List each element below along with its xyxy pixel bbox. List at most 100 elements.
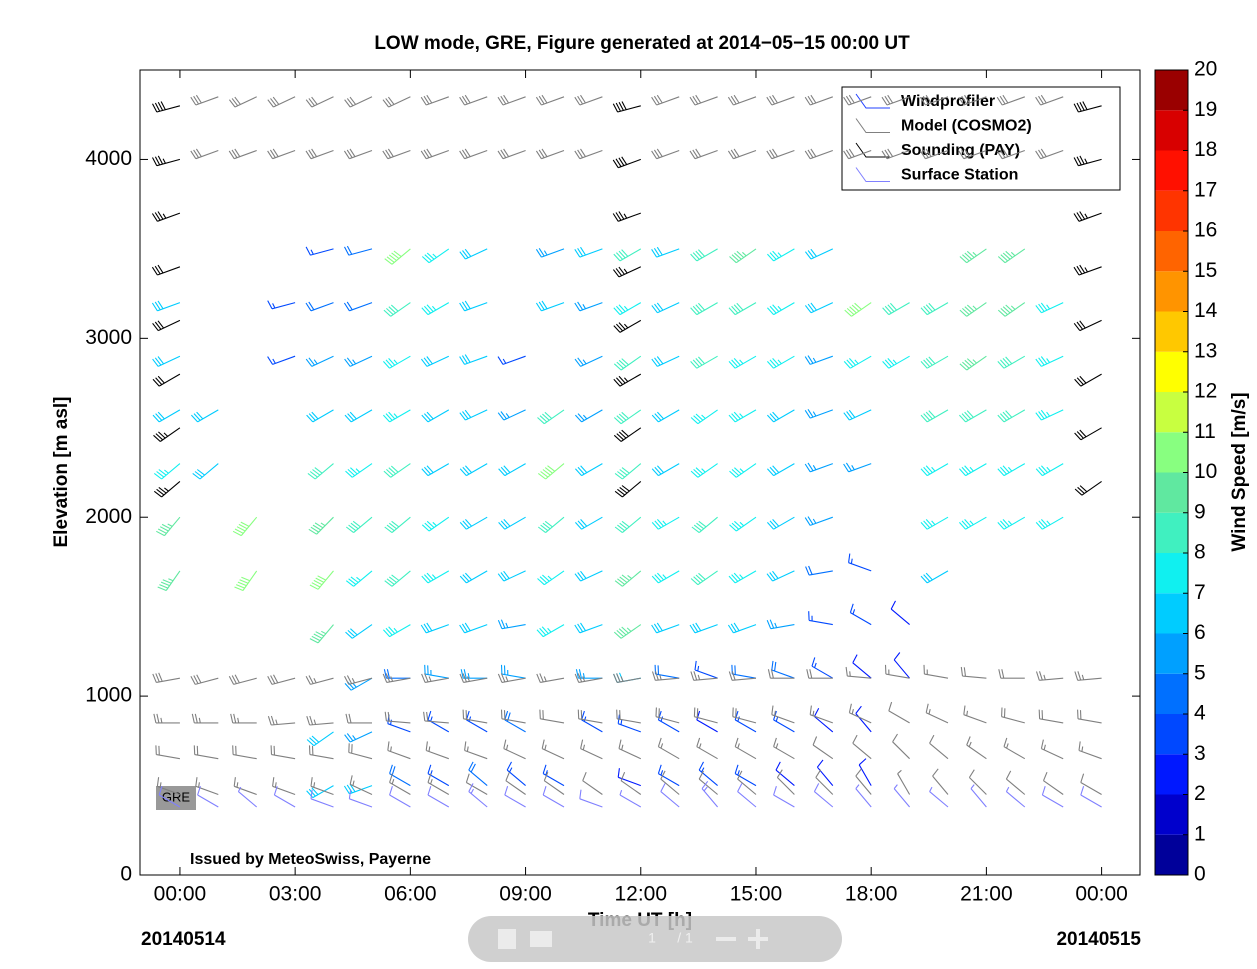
print-icon[interactable] [530,931,552,947]
wind-barb [308,516,334,535]
wind-barb [651,94,680,106]
wind-barb [580,739,603,760]
wind-barb [582,771,603,795]
wind-barb [881,148,910,160]
wind-barb [651,302,680,314]
colorbar-cell [1155,593,1188,634]
wind-barb [343,301,373,312]
colorbar-tick-label: 4 [1194,702,1206,725]
wind-barb [612,156,641,169]
wind-barb [689,622,718,634]
wind-barb [959,302,987,317]
wind-barb [729,516,757,532]
wind-barb [1040,739,1064,760]
wind-barb [657,710,680,733]
wind-barb [734,737,757,760]
wind-barb [345,624,373,639]
wind-barb [273,786,296,808]
wind-barb [574,409,603,423]
wind-barb [267,355,296,365]
wind-barb [813,708,834,733]
wind-barb [732,707,757,724]
wind-barb [848,703,872,724]
legend-swatch [855,118,890,133]
wind-barb [809,705,833,724]
wind-barb [613,624,642,639]
wind-barb [1073,101,1102,113]
wind-barb [497,148,526,160]
wind-barb [574,246,603,258]
wind-barb [497,570,526,582]
wind-barb [804,516,833,526]
colorbar-tick-label: 9 [1194,500,1206,523]
wind-barb [925,703,949,724]
wind-barb [382,148,411,160]
wind-barb [579,789,603,808]
wind-barb [574,570,603,582]
wind-barb [543,771,565,795]
wind-barb [193,745,219,760]
wind-barb [497,409,526,421]
wind-barb [574,622,603,634]
wind-barb [345,570,373,587]
wind-barb [698,770,718,795]
wind-barb [305,246,334,256]
wind-barb [882,355,910,369]
colorbar-cell [1155,714,1188,755]
y-tick-label: 4000 [85,147,132,170]
colorbar-cell [1155,834,1188,875]
wind-barb [771,660,795,679]
wind-barb [459,463,488,477]
wind-barb [228,674,257,685]
wind-barb [613,373,642,387]
wind-barb [929,734,949,760]
wind-barb [152,409,181,423]
wind-barb [920,463,949,477]
colorbar-cell [1155,190,1188,231]
wind-barb [1041,786,1064,808]
wind-barb [618,739,642,760]
wind-barb [997,409,1026,423]
wind-barb [542,786,565,808]
wind-barb [498,463,526,477]
wind-barb [651,463,680,477]
wind-barb [696,710,718,733]
wind-barb [1035,671,1064,681]
wind-barb [893,652,911,679]
wind-barb [505,771,526,795]
wind-barb [727,622,757,634]
wind-barb [805,565,833,576]
wind-barb [152,672,180,683]
wind-barb [729,248,757,264]
wind-barb [696,737,718,760]
wind-barb [156,516,181,537]
wind-barb [651,622,680,634]
chart-title: LOW mode, GRE, Figure generated at 2014−… [374,33,910,54]
colorbar-cell [1155,271,1188,312]
save-icon[interactable] [498,929,516,949]
wind-barb [420,148,449,160]
x-tick-label: 00:00 [154,883,207,906]
zoom-in-bar [756,929,760,949]
wind-barb [771,705,795,724]
wind-barb [421,516,450,532]
colorbar-cell [1155,392,1188,433]
wind-barb [843,355,872,369]
zoom-out[interactable] [716,937,736,941]
wind-barb [465,773,488,795]
wind-barb [1074,373,1102,387]
wind-barb [349,775,373,795]
wind-barb [613,302,642,316]
wind-barb [348,789,373,808]
x-tick-label: 06:00 [384,883,437,906]
wind-barb [773,737,795,760]
wind-barb [773,786,795,808]
wind-barb [612,211,641,222]
colorbar-tick-label: 12 [1194,380,1217,403]
wind-barb [421,463,450,477]
wind-barb [1074,480,1102,496]
wind-barb [811,657,834,679]
wind-barb [306,715,334,726]
wind-barb [651,246,680,258]
wind-barb [574,516,603,530]
